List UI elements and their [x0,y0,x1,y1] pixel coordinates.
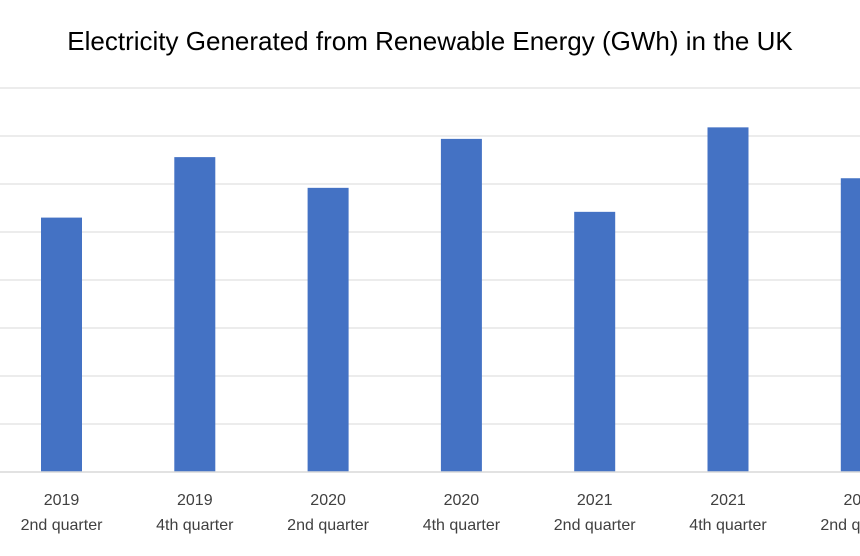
x-tick-label-quarter: 2nd quarter [820,517,860,534]
bar [41,217,82,472]
x-tick-label-year: 2020 [444,492,480,509]
x-tick-label-quarter: 4th quarter [689,517,767,534]
x-tick-label-year: 2022 [844,492,860,509]
x-tick-label-quarter: 4th quarter [156,517,234,534]
x-tick-label-year: 2019 [44,492,80,509]
x-tick-label-quarter: 2nd quarter [554,517,637,534]
bars [41,127,860,473]
bar [574,211,616,472]
x-tick-label-year: 2020 [310,492,346,509]
bar [440,138,482,472]
x-tick-label-year: 2021 [577,492,613,509]
bar [174,157,216,472]
x-tick-label-quarter: 2nd quarter [21,517,104,534]
bar [840,178,860,473]
chart-title: Electricity Generated from Renewable Ene… [67,26,793,56]
gridlines [0,87,860,425]
bar [707,127,749,473]
x-tick-label-quarter: 4th quarter [423,517,501,534]
x-tick-label-year: 2019 [177,492,213,509]
bar [307,187,349,472]
x-tick-labels: 2019 2nd quarter 2019 4th quarter 2020 2nd qu… [21,492,860,534]
x-tick-label-year: 2021 [710,492,746,509]
x-tick-label-quarter: 2nd quarter [287,517,370,534]
